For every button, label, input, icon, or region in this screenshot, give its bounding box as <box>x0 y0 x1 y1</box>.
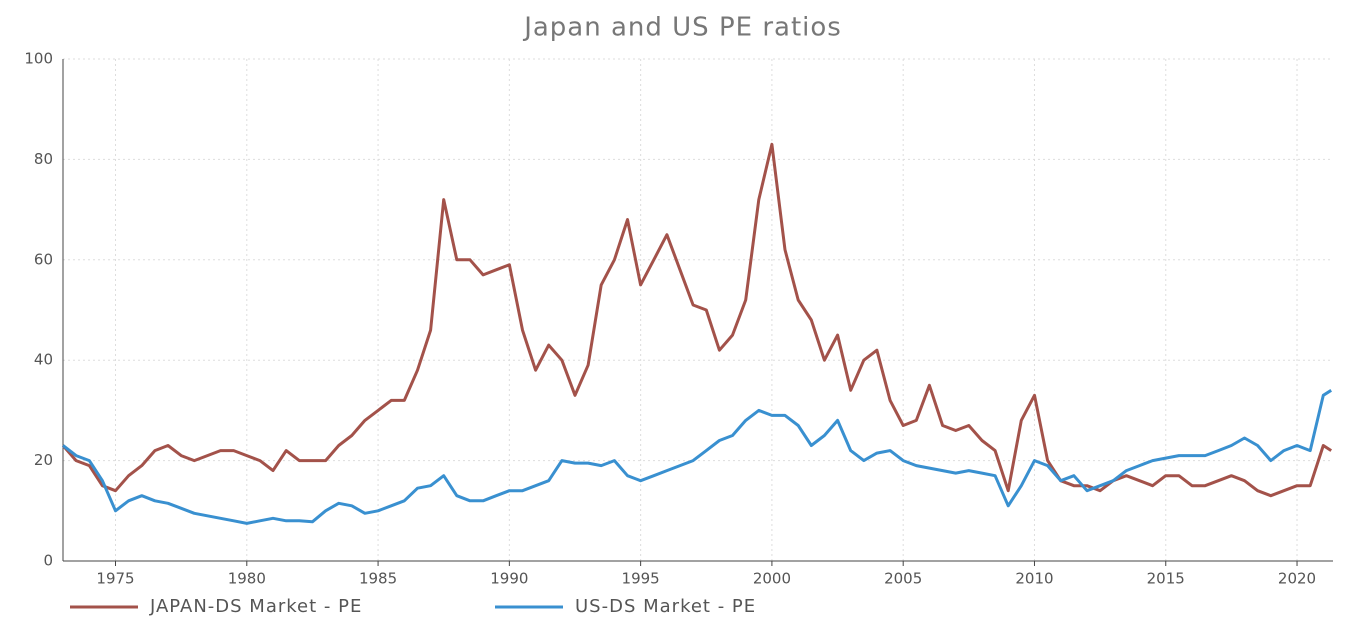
y-tick-label: 100 <box>24 50 53 68</box>
data-line <box>61 142 1333 498</box>
y-tick-label: 0 <box>43 552 53 570</box>
legend-label: US-DS Market - PE <box>575 596 756 617</box>
x-tick-label: 2015 <box>1147 570 1185 588</box>
chart-title: Japan and US PE ratios <box>522 13 842 43</box>
x-tick-label: 2020 <box>1278 570 1316 588</box>
y-tick-label: 60 <box>34 250 53 268</box>
y-tick-label: 40 <box>34 351 53 369</box>
data-line <box>62 389 1333 525</box>
x-tick-label: 1975 <box>96 570 134 588</box>
legend-label: JAPAN-DS Market - PE <box>149 596 362 617</box>
x-tick-label: 2010 <box>1015 570 1053 588</box>
y-tick-label: 80 <box>34 150 53 168</box>
x-tick-label: 1980 <box>228 570 266 588</box>
x-tick-label: 1990 <box>490 570 528 588</box>
x-tick-label: 1995 <box>622 570 660 588</box>
x-tick-label: 2000 <box>753 570 791 588</box>
x-tick-label: 1985 <box>359 570 397 588</box>
y-tick-label: 20 <box>34 451 53 469</box>
x-tick-label: 2005 <box>884 570 922 588</box>
